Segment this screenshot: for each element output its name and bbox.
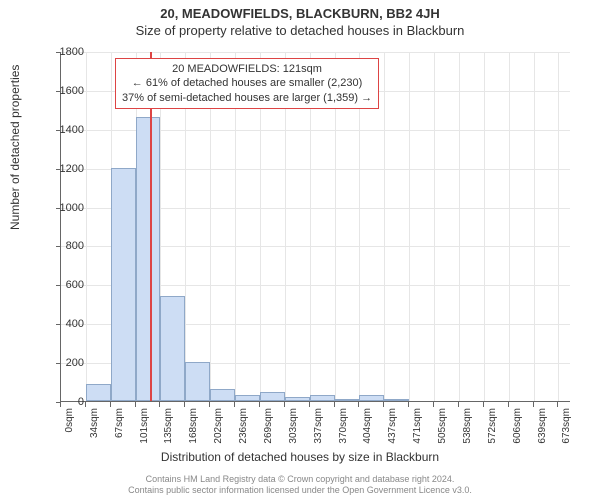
xtick-mark	[533, 402, 534, 407]
xtick-mark	[408, 402, 409, 407]
xtick-mark	[557, 402, 558, 407]
xtick-mark	[284, 402, 285, 407]
xtick-mark	[184, 402, 185, 407]
ytick-label: 600	[44, 279, 84, 291]
annotation-line-3: 37% of semi-detached houses are larger (…	[122, 91, 372, 105]
xtick-mark	[358, 402, 359, 407]
xtick-label: 471sqm	[412, 408, 423, 444]
xtick-mark	[209, 402, 210, 407]
page-title: 20, MEADOWFIELDS, BLACKBURN, BB2 4JH	[0, 0, 600, 21]
histogram-bar	[111, 168, 136, 401]
histogram-bar	[210, 389, 235, 401]
gridline-h	[61, 52, 570, 53]
xtick-mark	[334, 402, 335, 407]
xtick-mark	[383, 402, 384, 407]
ytick-label: 200	[44, 357, 84, 369]
histogram-bar	[260, 392, 285, 401]
xtick-label: 236sqm	[238, 408, 249, 444]
xtick-label: 337sqm	[313, 408, 324, 444]
gridline-v	[86, 52, 87, 401]
annotation-line-2: ← 61% of detached houses are smaller (2,…	[122, 76, 372, 90]
ytick-label: 1200	[44, 163, 84, 175]
histogram-bar	[185, 362, 210, 401]
xtick-label: 135sqm	[163, 408, 174, 444]
histogram-bar	[86, 384, 111, 402]
ytick-label: 1600	[44, 85, 84, 97]
xtick-mark	[483, 402, 484, 407]
xtick-label: 101sqm	[139, 408, 150, 444]
xtick-mark	[159, 402, 160, 407]
gridline-v	[409, 52, 410, 401]
x-axis-label: Distribution of detached houses by size …	[0, 450, 600, 464]
histogram-bar	[136, 117, 161, 401]
xtick-mark	[508, 402, 509, 407]
xtick-label: 404sqm	[362, 408, 373, 444]
ytick-label: 1800	[44, 46, 84, 58]
gridline-v	[484, 52, 485, 401]
gridline-v	[384, 52, 385, 401]
xtick-label: 202sqm	[213, 408, 224, 444]
histogram-bar	[235, 395, 260, 401]
xtick-mark	[259, 402, 260, 407]
xtick-mark	[135, 402, 136, 407]
xtick-label: 269sqm	[263, 408, 274, 444]
histogram-bar	[285, 397, 310, 401]
gridline-v	[509, 52, 510, 401]
xtick-label: 67sqm	[114, 408, 125, 438]
ytick-label: 800	[44, 240, 84, 252]
xtick-label: 34sqm	[89, 408, 100, 438]
xtick-mark	[309, 402, 310, 407]
gridline-v	[534, 52, 535, 401]
histogram-bar	[310, 395, 335, 401]
xtick-mark	[110, 402, 111, 407]
histogram-bar	[335, 399, 360, 401]
y-axis-label: Number of detached properties	[8, 65, 22, 230]
annotation-line-1: 20 MEADOWFIELDS: 121sqm	[122, 62, 372, 76]
xtick-label: 0sqm	[64, 408, 75, 432]
xtick-label: 370sqm	[338, 408, 349, 444]
xtick-label: 606sqm	[512, 408, 523, 444]
xtick-mark	[458, 402, 459, 407]
xtick-label: 572sqm	[487, 408, 498, 444]
footer-line-2: Contains public sector information licen…	[0, 485, 600, 496]
footer-attribution: Contains HM Land Registry data © Crown c…	[0, 474, 600, 496]
histogram-chart: 20 MEADOWFIELDS: 121sqm ← 61% of detache…	[60, 52, 570, 402]
xtick-mark	[85, 402, 86, 407]
gridline-v	[459, 52, 460, 401]
histogram-bar	[384, 399, 409, 401]
xtick-label: 673sqm	[561, 408, 572, 444]
histogram-bar	[359, 395, 384, 401]
xtick-label: 639sqm	[537, 408, 548, 444]
xtick-label: 168sqm	[188, 408, 199, 444]
gridline-v	[434, 52, 435, 401]
footer-line-1: Contains HM Land Registry data © Crown c…	[0, 474, 600, 485]
xtick-label: 505sqm	[437, 408, 448, 444]
xtick-label: 303sqm	[288, 408, 299, 444]
histogram-bar	[160, 296, 185, 401]
ytick-label: 400	[44, 318, 84, 330]
gridline-v	[558, 52, 559, 401]
xtick-label: 538sqm	[462, 408, 473, 444]
xtick-mark	[433, 402, 434, 407]
ytick-label: 1000	[44, 202, 84, 214]
annotation-box: 20 MEADOWFIELDS: 121sqm ← 61% of detache…	[115, 58, 379, 109]
ytick-label: 0	[44, 396, 84, 408]
ytick-label: 1400	[44, 124, 84, 136]
xtick-label: 437sqm	[387, 408, 398, 444]
xtick-mark	[234, 402, 235, 407]
page-subtitle: Size of property relative to detached ho…	[0, 21, 600, 42]
